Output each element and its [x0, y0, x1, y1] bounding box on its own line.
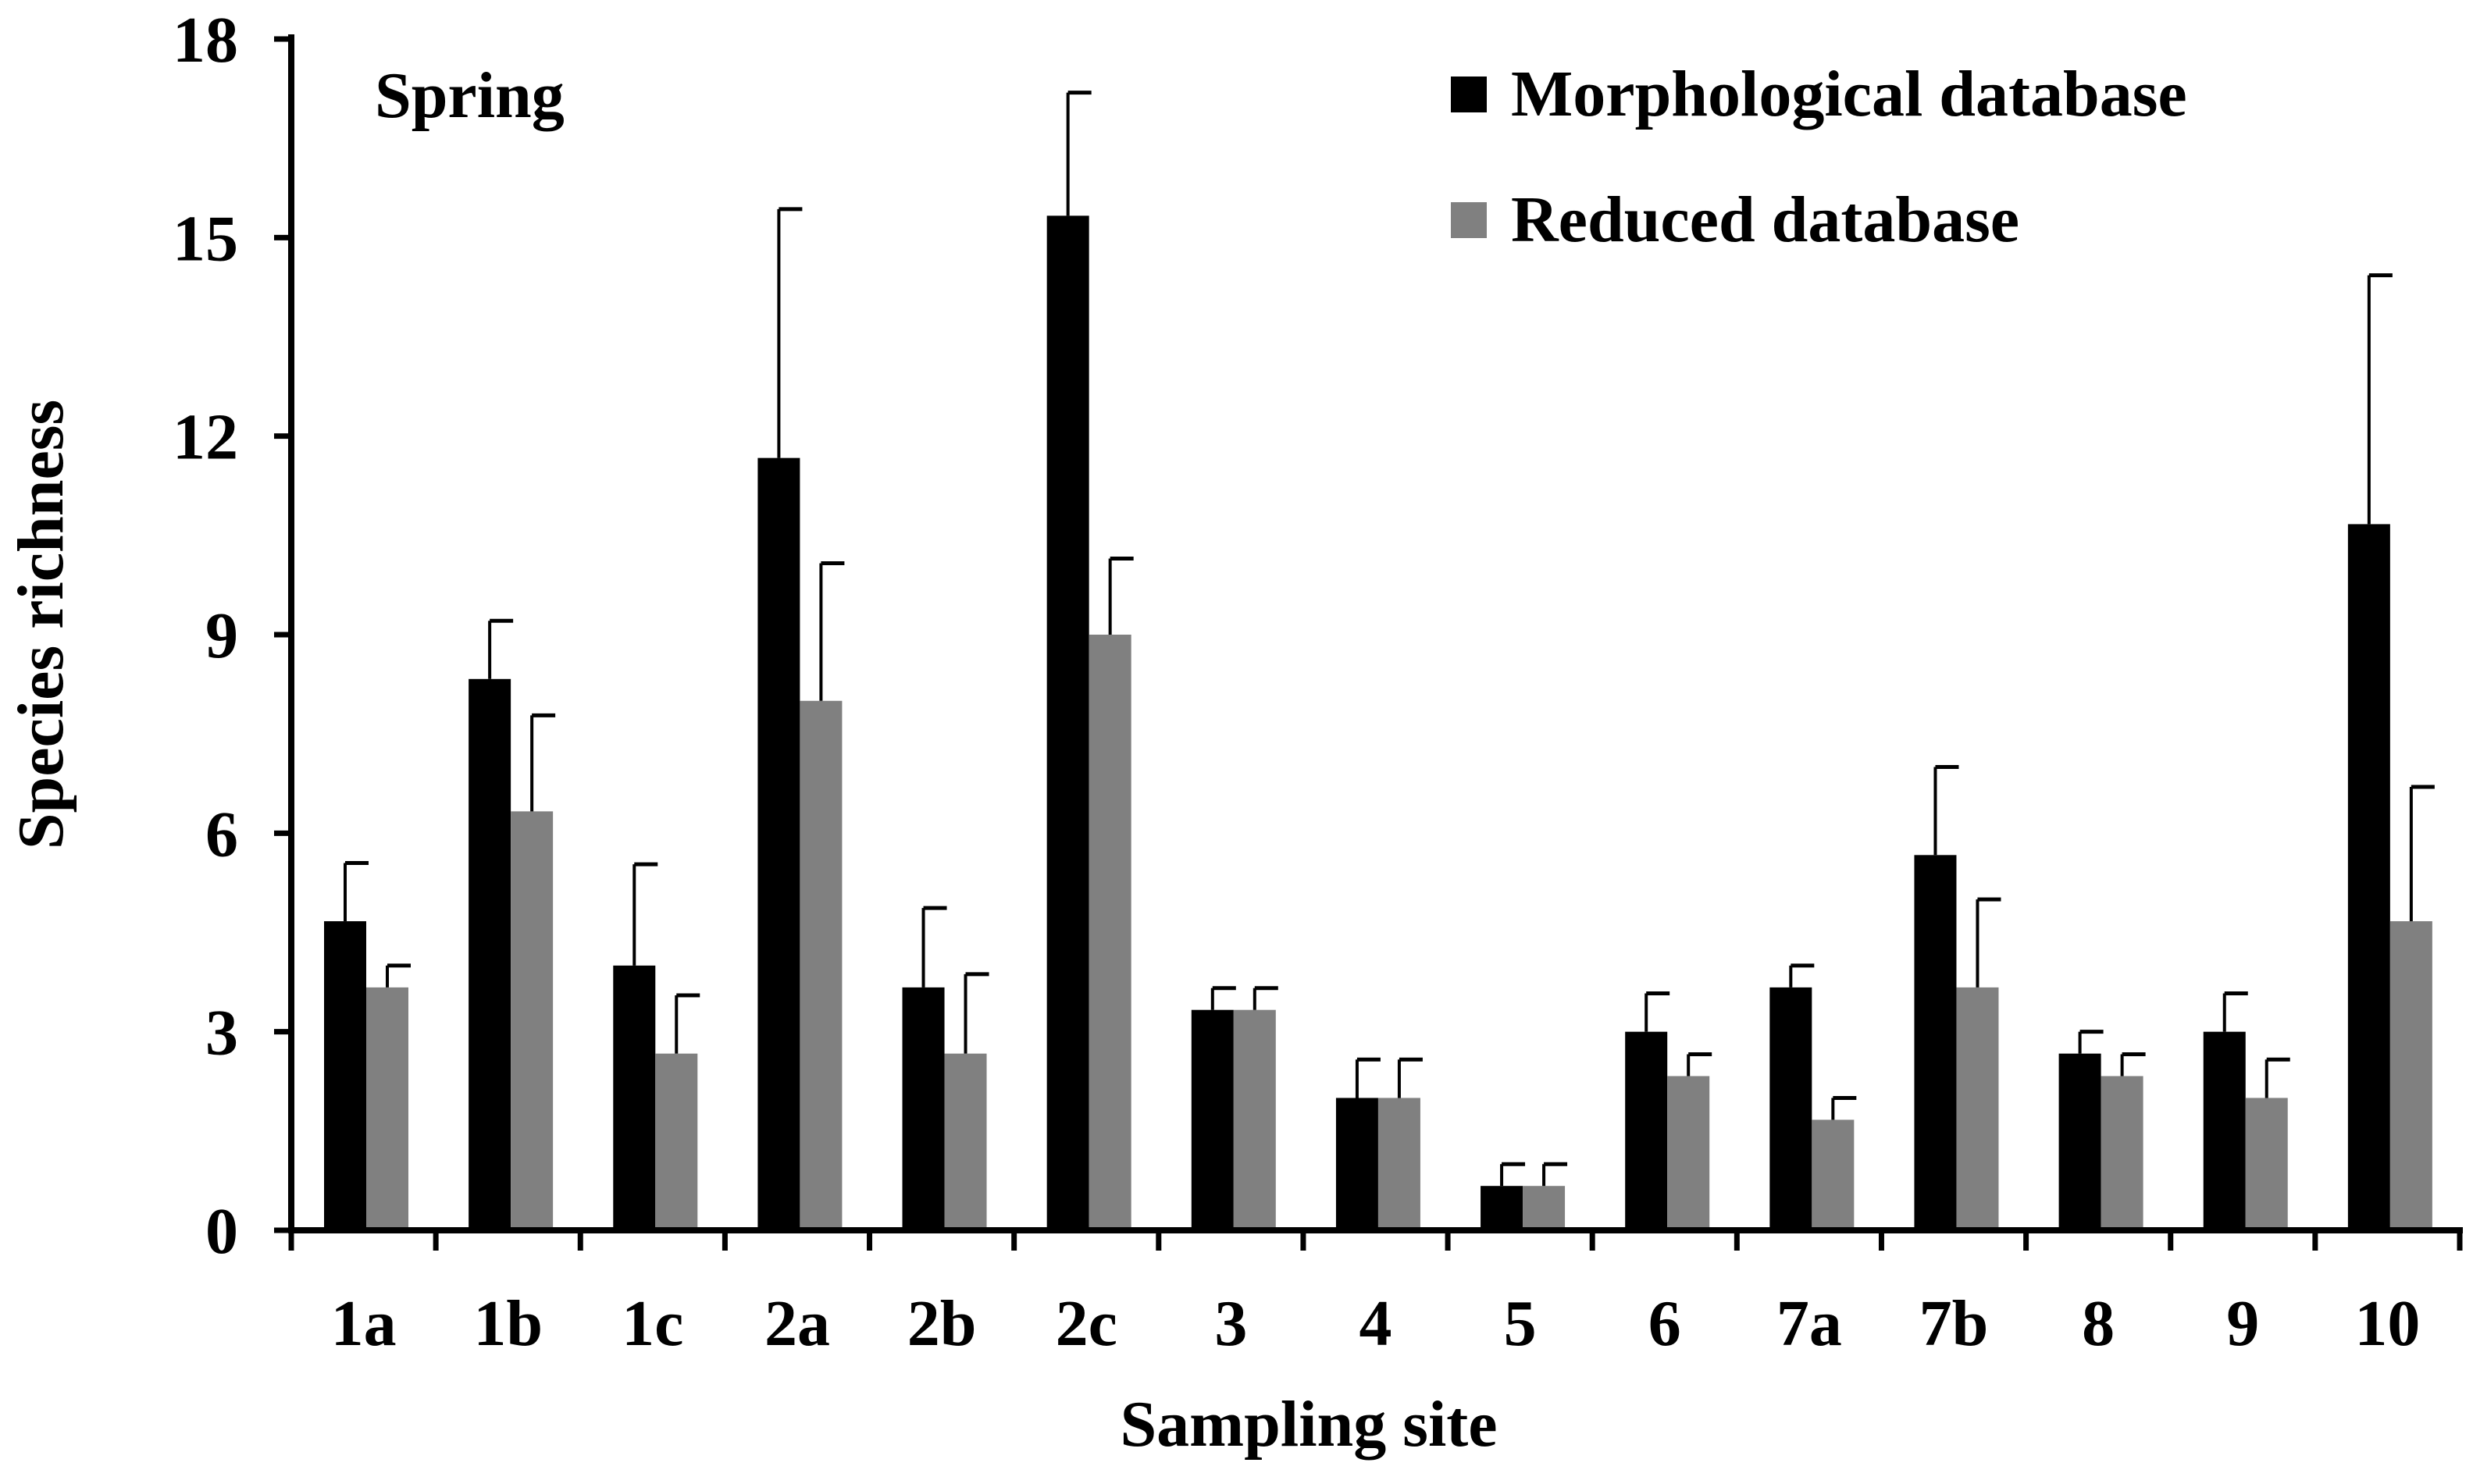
- bar-reduced-8: [2101, 1076, 2143, 1230]
- y-tick-label-15: 15: [173, 202, 238, 275]
- bar-reduced-3: [1233, 1009, 1276, 1230]
- bar-morphological-3: [1191, 1009, 1234, 1230]
- bar-morphological-6: [1625, 1031, 1668, 1230]
- x-tick-label-3: 3: [1214, 1287, 1247, 1360]
- legend-label-morphological: Morphological database: [1511, 58, 2187, 130]
- y-tick-label-9: 9: [205, 600, 238, 672]
- y-tick-label-0: 0: [205, 1195, 238, 1268]
- y-tick-label-3: 3: [205, 997, 238, 1069]
- bar-reduced-1a: [366, 987, 408, 1230]
- bar-morphological-2a: [757, 457, 800, 1230]
- error-bars-layer: [344, 91, 2435, 1187]
- bar-reduced-7b: [1956, 987, 1999, 1230]
- bar-morphological-7a: [1769, 987, 1812, 1230]
- bar-reduced-10: [2389, 921, 2432, 1230]
- x-tick-label-2b: 2b: [907, 1287, 977, 1360]
- x-tick-label-1b: 1b: [473, 1287, 543, 1360]
- bar-reduced-1c: [655, 1053, 698, 1230]
- bar-reduced-2c: [1089, 635, 1131, 1230]
- x-tick-label-1c: 1c: [622, 1287, 683, 1360]
- tick-labels-layer: 0 3 6 9 12 15 18 1a 1b 1c 2a 2b 2c 3 4 5 6 7a 7b 8 9 10: [173, 4, 2420, 1360]
- x-tick-label-9: 9: [2226, 1287, 2259, 1360]
- bar-reduced-7a: [1812, 1119, 1855, 1230]
- bar-morphological-1c: [613, 965, 656, 1230]
- legend-label-reduced: Reduced database: [1511, 183, 2019, 256]
- bar-reduced-2a: [800, 700, 843, 1230]
- bar-reduced-4: [1377, 1098, 1420, 1230]
- bar-morphological-1b: [469, 678, 511, 1230]
- bar-reduced-1b: [511, 811, 554, 1230]
- y-axis-title: Species richness: [5, 400, 77, 849]
- season-annotation: Spring: [375, 59, 565, 132]
- x-tick-label-2c: 2c: [1056, 1287, 1117, 1360]
- x-tick-label-10: 10: [2354, 1287, 2420, 1360]
- bar-reduced-2b: [944, 1053, 987, 1230]
- x-tick-label-8: 8: [2082, 1287, 2115, 1360]
- x-tick-label-7a: 7a: [1776, 1287, 1842, 1360]
- x-tick-label-5: 5: [1504, 1287, 1537, 1360]
- bar-morphological-1a: [324, 921, 366, 1230]
- bar-morphological-10: [2347, 524, 2390, 1230]
- x-tick-label-2a: 2a: [764, 1287, 830, 1360]
- bar-morphological-4: [1335, 1098, 1378, 1230]
- bar-morphological-2c: [1046, 215, 1089, 1230]
- legend-swatch-morphological: [1451, 77, 1487, 112]
- x-axis-title: Sampling site: [1120, 1388, 1497, 1461]
- y-tick-label-12: 12: [173, 401, 238, 474]
- x-tick-label-1a: 1a: [331, 1287, 397, 1360]
- bars-layer: [324, 215, 2432, 1230]
- x-tick-label-4: 4: [1359, 1287, 1392, 1360]
- bar-reduced-5: [1523, 1186, 1566, 1230]
- bar-reduced-6: [1667, 1076, 1710, 1230]
- axes-layer: [274, 34, 2463, 1251]
- y-tick-label-6: 6: [205, 798, 238, 870]
- x-tick-label-6: 6: [1648, 1287, 1681, 1360]
- legend-swatch-reduced: [1451, 202, 1487, 238]
- x-tick-label-7b: 7b: [1919, 1287, 1989, 1360]
- bar-reduced-9: [2245, 1098, 2288, 1230]
- bar-morphological-9: [2203, 1031, 2246, 1230]
- bar-morphological-8: [2058, 1053, 2101, 1230]
- legend: Morphological database Reduced database: [1451, 58, 2187, 256]
- y-tick-label-18: 18: [173, 4, 238, 77]
- bar-morphological-7b: [1914, 855, 1957, 1230]
- bar-morphological-2b: [902, 987, 945, 1230]
- bar-morphological-5: [1481, 1186, 1523, 1230]
